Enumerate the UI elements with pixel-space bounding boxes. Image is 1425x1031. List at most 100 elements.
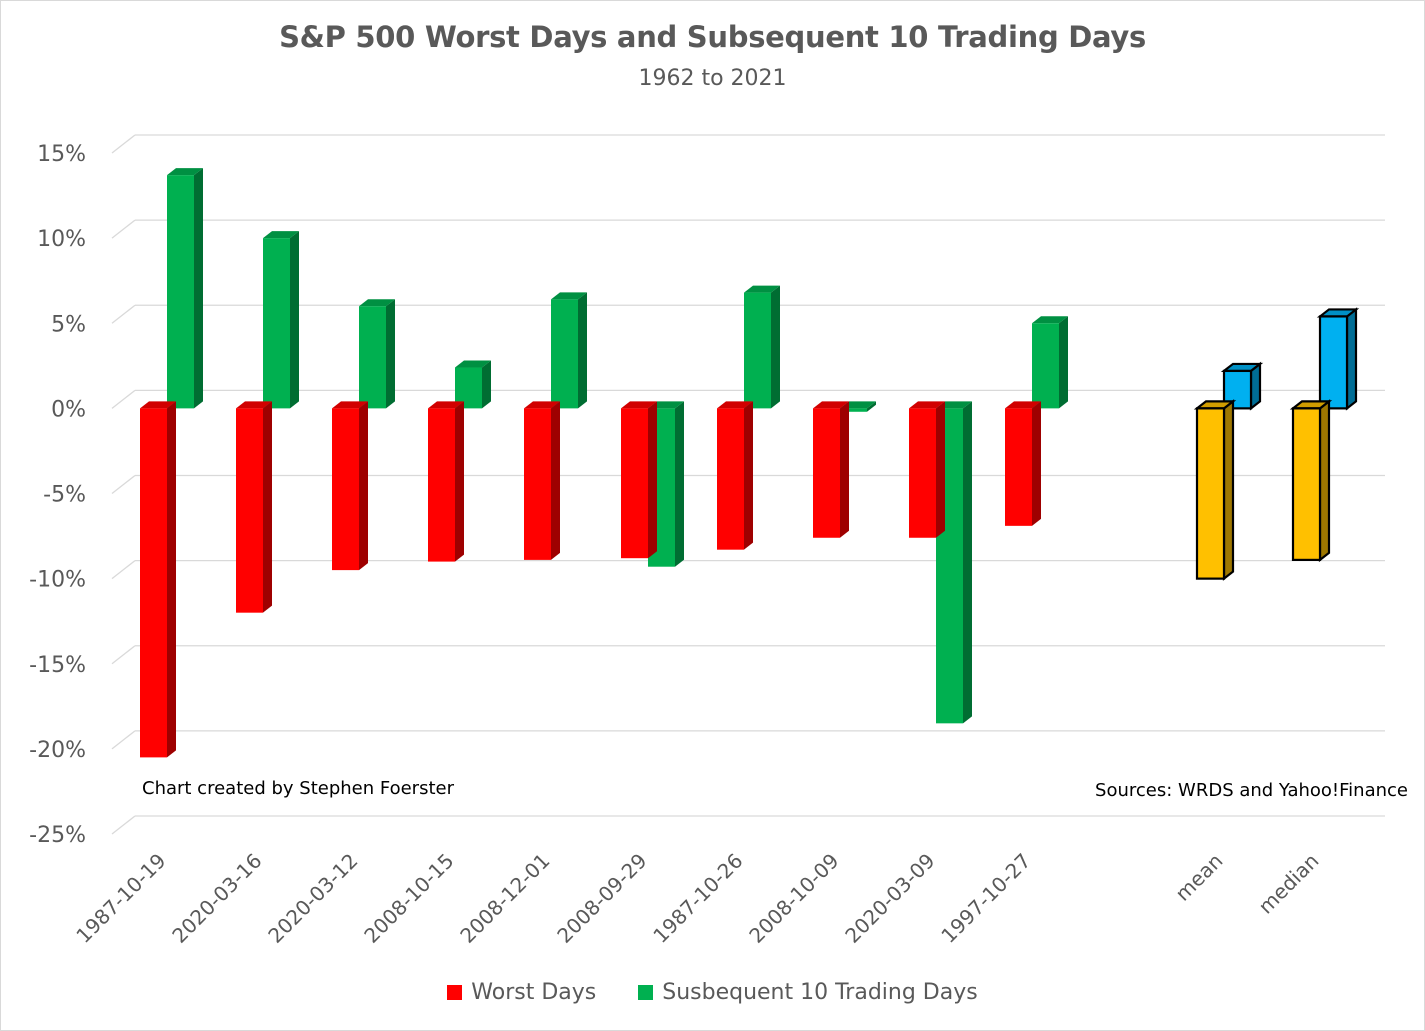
chart-title: S&P 500 Worst Days and Subsequent 10 Tra… <box>279 20 1146 54</box>
bar-worst-day <box>428 408 455 562</box>
bar-subsequent-top <box>744 285 780 293</box>
gridline-depth <box>111 219 136 239</box>
bar-subsequent-side <box>578 292 587 409</box>
bar-worst-day-top <box>717 401 753 409</box>
bar-worst-day <box>1005 408 1032 526</box>
bar-worst-day-side <box>455 401 464 562</box>
bar-worst-day-top <box>813 401 849 409</box>
y-tick-label: 0% <box>51 397 86 422</box>
bar-worst-day-side <box>744 401 753 550</box>
y-tick-label: -20% <box>29 738 86 763</box>
legend-item-subsequent: Susbequent 10 Trading Days <box>638 980 978 1005</box>
legend: Worst Days Susbequent 10 Trading Days <box>0 980 1425 1005</box>
bar-subsequent-side <box>1345 307 1358 411</box>
legend-label-subsequent: Susbequent 10 Trading Days <box>662 980 978 1005</box>
x-tick-label: 1997-10-27 <box>936 849 1035 948</box>
bar-worst-day <box>909 408 936 538</box>
bar-worst-day-top <box>524 401 560 409</box>
y-tick-label: -5% <box>43 483 86 508</box>
bar-worst-day-top <box>332 401 368 409</box>
bar-worst-day <box>717 408 744 550</box>
bar-worst-day-top <box>1005 401 1041 409</box>
bar-worst-day <box>332 408 359 571</box>
annotation-sources: Sources: WRDS and Yahoo!Finance <box>1095 780 1408 801</box>
bar-worst-day-top <box>428 401 464 409</box>
bar-worst-day <box>1291 407 1322 561</box>
gridline-depth <box>111 645 136 665</box>
bar-subsequent-side <box>675 401 684 567</box>
x-tick-label: median <box>1254 849 1324 919</box>
bar-worst-day-top <box>621 401 657 409</box>
bar-subsequent <box>1318 315 1349 410</box>
legend-swatch-worst-days <box>447 985 463 1000</box>
bar-subsequent-side <box>482 360 491 409</box>
x-tick-label: 2020-03-16 <box>167 849 266 948</box>
bar-worst-day-side <box>1032 401 1041 526</box>
bar-worst-day-top <box>236 401 272 409</box>
gridline-depth <box>111 474 136 495</box>
legend-label-worst-days: Worst Days <box>471 980 597 1005</box>
bar-subsequent-top <box>263 231 299 239</box>
bar-subsequent-top <box>1032 316 1068 324</box>
bar-subsequent <box>840 408 867 412</box>
bar-subsequent <box>359 306 386 409</box>
bar-worst-day-side <box>648 401 657 559</box>
bar-worst-day <box>140 408 167 758</box>
gridline-depth <box>111 134 136 154</box>
bar-subsequent-side <box>194 168 203 409</box>
y-tick-label: 5% <box>51 312 86 337</box>
gridline-depth <box>111 730 136 750</box>
bar-subsequent-side <box>1059 316 1068 409</box>
gridline-depth <box>111 815 136 835</box>
bar-subsequent-side <box>771 285 780 409</box>
bar-subsequent <box>551 299 578 409</box>
bar-worst-day <box>524 408 551 560</box>
bar-worst-day-top <box>909 401 945 409</box>
legend-swatch-subsequent <box>638 985 654 1000</box>
bar-subsequent <box>744 292 771 409</box>
chart-subtitle: 1962 to 2021 <box>638 66 787 91</box>
legend-item-worst-days: Worst Days <box>447 980 596 1005</box>
y-tick-label: 15% <box>37 142 86 167</box>
x-tick-label: 2020-03-09 <box>840 849 939 948</box>
y-tick-label: -25% <box>29 823 86 848</box>
x-tick-label: 2008-12-01 <box>455 849 554 948</box>
bar-subsequent-top <box>167 168 203 176</box>
bar-worst-day <box>621 408 648 559</box>
x-tick-label: 2020-03-12 <box>263 849 362 948</box>
y-tick-label: 10% <box>37 227 86 252</box>
bar-subsequent <box>167 175 194 409</box>
bar-subsequent-top <box>551 292 587 300</box>
bar-subsequent <box>263 238 290 409</box>
bar-worst-day-side <box>167 401 176 758</box>
bar-worst-day-side <box>1222 399 1235 581</box>
bar-subsequent <box>1032 323 1059 409</box>
y-tick-label: -10% <box>29 568 86 593</box>
bar-worst-day-side <box>936 401 945 538</box>
bar-worst-day <box>1195 407 1226 580</box>
bar-worst-day-side <box>263 401 272 613</box>
bar-worst-day-side <box>359 401 368 571</box>
bar-worst-day <box>236 408 263 613</box>
bar-subsequent-top <box>359 299 395 307</box>
gridline-depth <box>111 560 136 580</box>
annotation-credit: Chart created by Stephen Foerster <box>142 778 455 799</box>
x-tick-label: 1987-10-19 <box>71 849 170 948</box>
bar-worst-day-side <box>1318 399 1331 563</box>
x-tick-label: 1987-10-26 <box>648 849 747 948</box>
y-tick-label: -15% <box>29 653 86 678</box>
chart-plot: -25%-20%-15%-10%-5%0%5%10%15%1987-10-192… <box>29 134 1408 948</box>
bar-subsequent-side <box>867 401 876 412</box>
bar-worst-day-top <box>140 401 176 409</box>
x-tick-label: 2008-10-09 <box>744 849 843 948</box>
x-tick-label: 2008-10-15 <box>359 849 458 948</box>
bar-subsequent-side <box>386 299 395 409</box>
bar-subsequent-side <box>963 401 972 724</box>
bar-subsequent-top <box>455 360 491 368</box>
bar-worst-day <box>813 408 840 538</box>
bar-worst-day-side <box>840 401 849 538</box>
gridline-depth <box>111 389 136 409</box>
bar-worst-day-side <box>551 401 560 560</box>
x-tick-label: 2008-09-29 <box>552 849 651 948</box>
bar-subsequent-side <box>290 231 299 409</box>
